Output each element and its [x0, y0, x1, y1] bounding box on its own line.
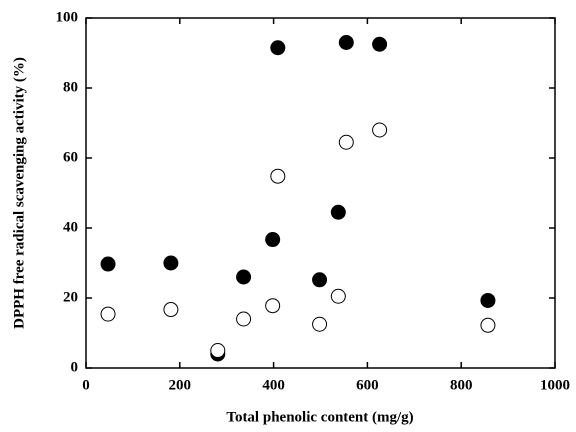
- point: [270, 168, 286, 184]
- point: [338, 134, 354, 150]
- point: [480, 292, 496, 308]
- x-tick-label: 1000: [540, 377, 570, 393]
- point: [330, 204, 346, 220]
- point: [265, 298, 281, 314]
- point: [236, 269, 252, 285]
- point: [265, 232, 281, 248]
- y-tick-label: 20: [63, 289, 78, 305]
- point: [330, 288, 346, 304]
- y-tick-label: 80: [63, 79, 78, 95]
- point: [312, 316, 328, 332]
- point: [480, 317, 496, 333]
- point: [100, 306, 116, 322]
- x-tick-label: 400: [262, 377, 285, 393]
- x-tick-label: 600: [356, 377, 379, 393]
- y-tick-label: 40: [63, 219, 78, 235]
- y-tick-label: 100: [56, 9, 79, 25]
- point: [163, 255, 179, 271]
- point: [210, 343, 226, 358]
- point: [372, 122, 388, 138]
- x-tick-label: 800: [450, 377, 473, 393]
- x-tick-label: 0: [82, 377, 90, 393]
- point: [270, 40, 286, 56]
- point: [236, 311, 252, 327]
- y-tick-label: 60: [63, 149, 78, 165]
- point: [372, 36, 388, 52]
- y-tick-label: 0: [71, 359, 79, 375]
- point: [100, 256, 116, 272]
- y-axis-label: DPPH free radical scavenging activity (%…: [11, 57, 27, 329]
- x-axis-label: Total phenolic content (mg/g): [226, 409, 413, 425]
- plot-frame: [85, 17, 556, 369]
- x-tick-label: 200: [169, 377, 192, 393]
- point: [312, 272, 328, 288]
- point: [338, 35, 354, 50]
- point: [163, 302, 179, 318]
